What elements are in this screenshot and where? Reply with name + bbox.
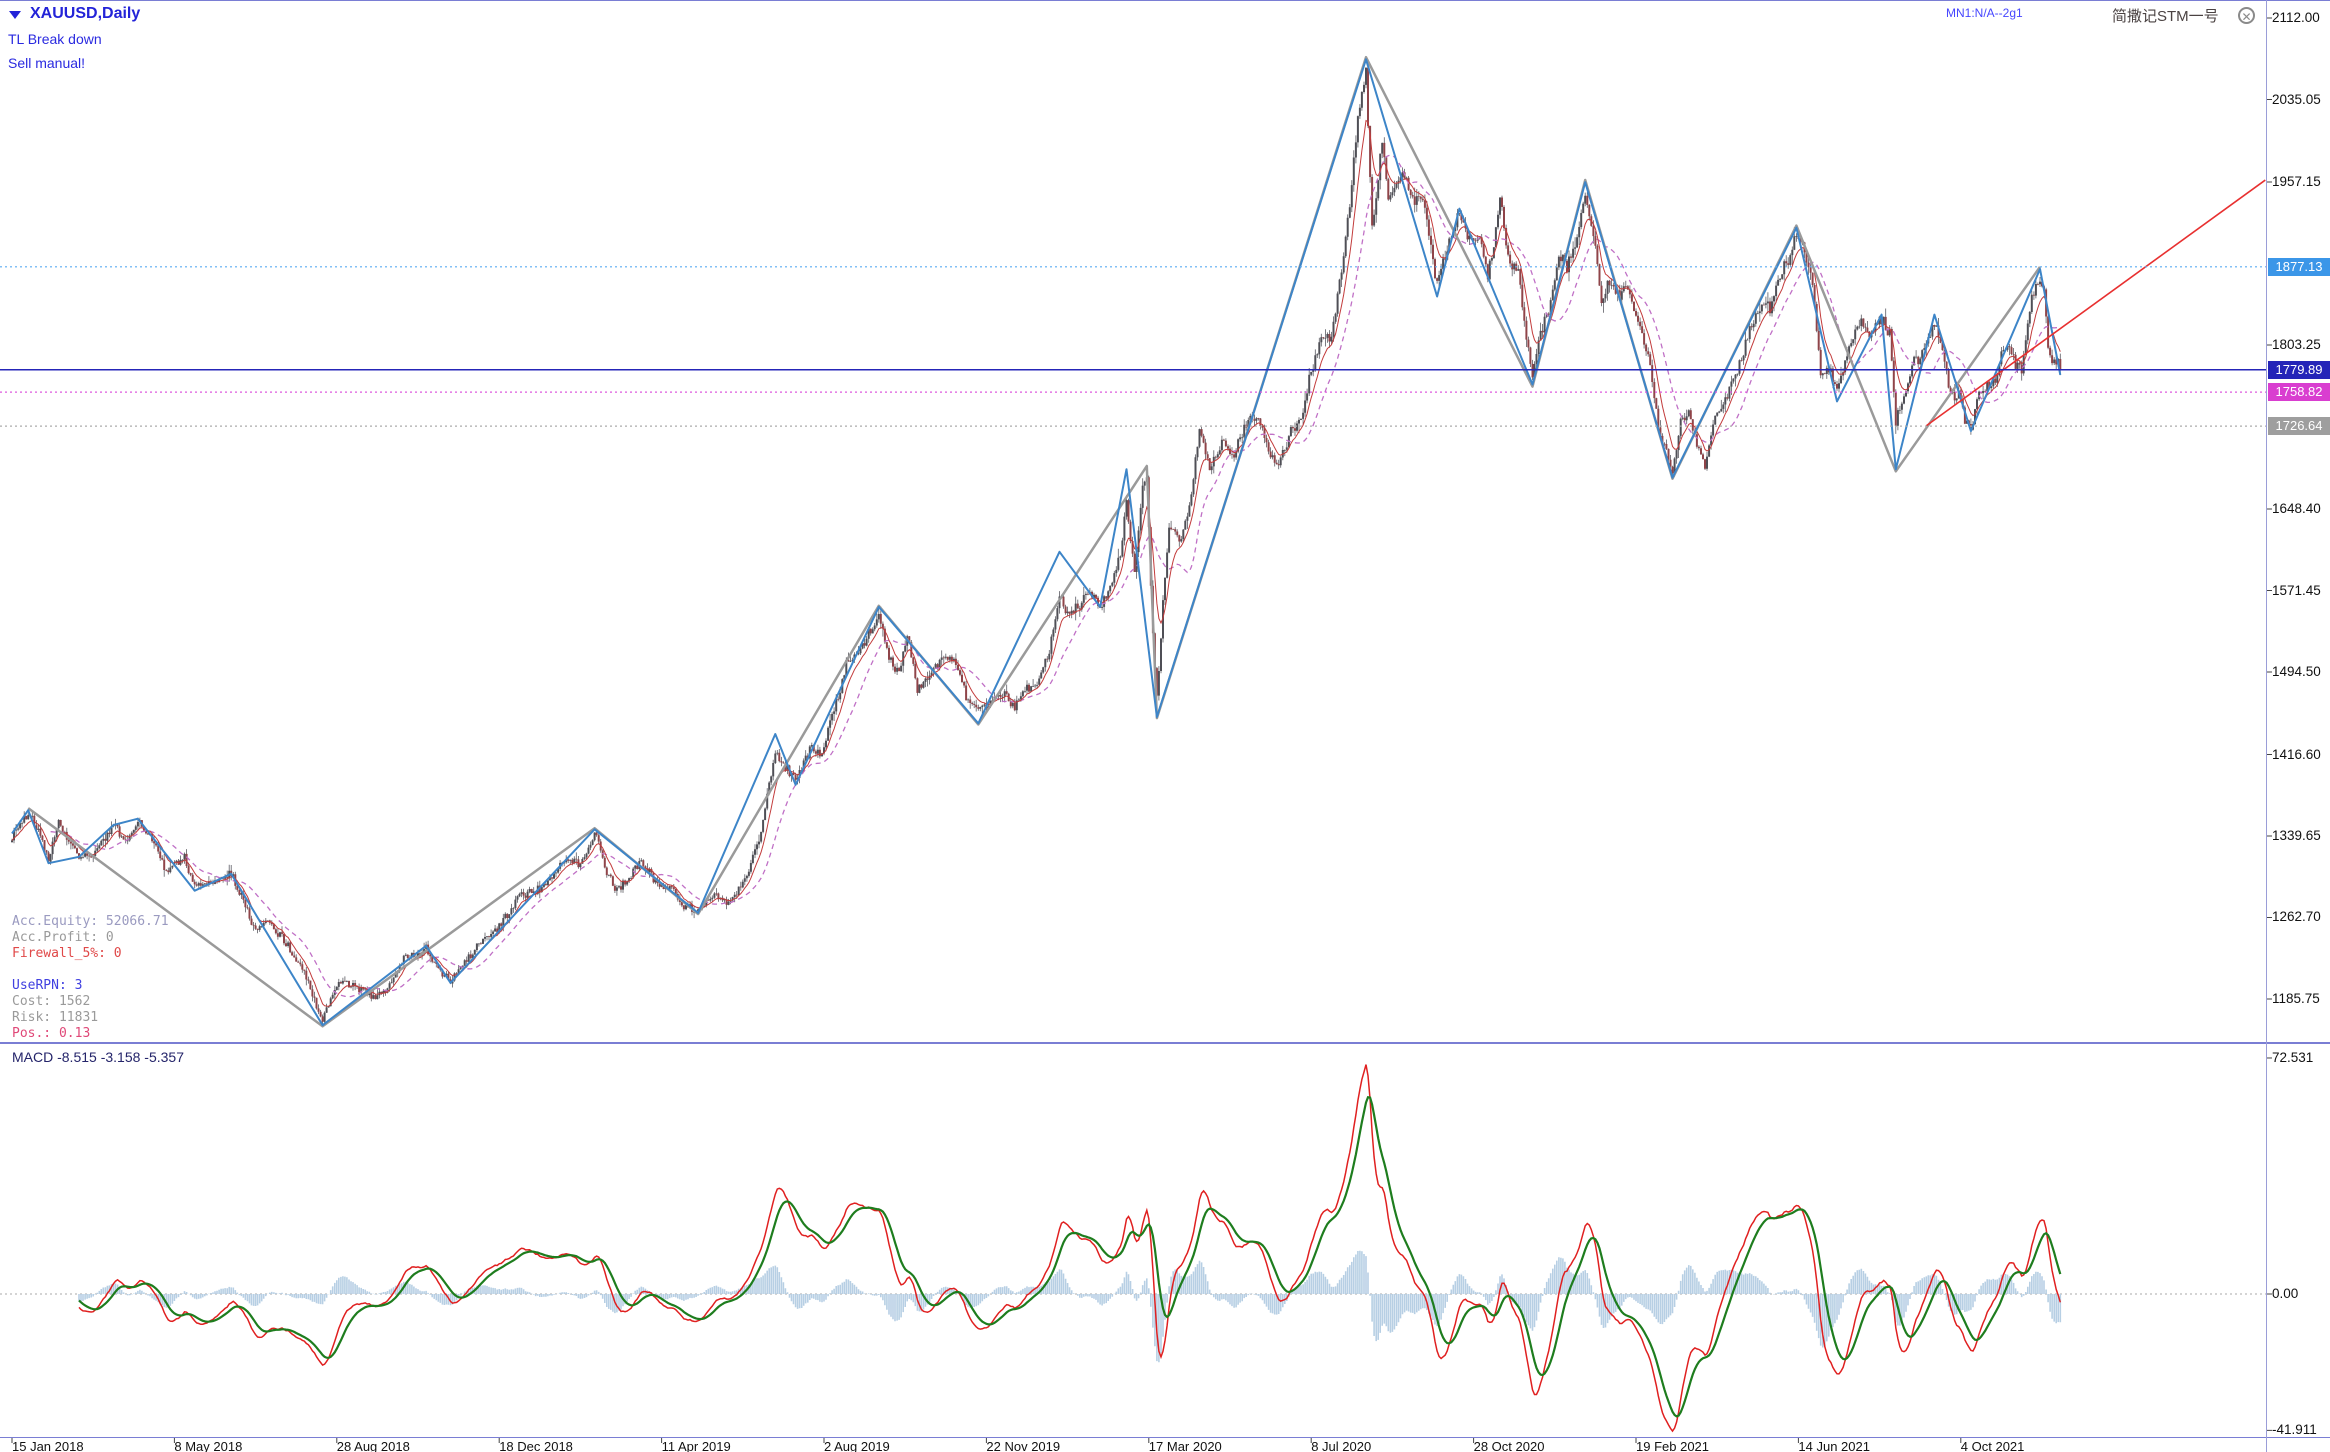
account-info-line: Risk: 11831	[12, 1010, 99, 1025]
red-trendline[interactable]	[1925, 179, 2266, 427]
time-axis-label: 18 Dec 2018	[499, 1439, 573, 1452]
macd-axis-label: 0.00	[2272, 1286, 2299, 1301]
account-info-line: Firewall_5%: 0	[12, 946, 122, 961]
price-line-badge[interactable]: 1758.82	[2268, 383, 2330, 402]
account-info-line: UseRPN: 3	[12, 978, 83, 993]
time-axis-label: 14 Jun 2021	[1798, 1439, 1870, 1452]
ma20-dashed-line	[50, 154, 2061, 998]
macd-main-line	[78, 1064, 2062, 1433]
macd-signal-line	[78, 1095, 2062, 1418]
time-axis-label: 8 Jul 2020	[1311, 1439, 1372, 1452]
time-axis-label: 19 Feb 2021	[1636, 1439, 1710, 1452]
time-axis-label: 22 Nov 2019	[986, 1439, 1061, 1452]
annotation-tl-breakdown: TL Break down	[8, 31, 102, 47]
time-axis-label: 17 Mar 2020	[1148, 1439, 1222, 1452]
ma8-red-line	[11, 119, 2061, 1007]
time-axis-label: 11 Apr 2019	[661, 1439, 731, 1452]
price-axis-label: 1648.40	[2272, 501, 2321, 516]
price-axis-label: 1571.45	[2272, 582, 2321, 598]
macd-panel[interactable]	[0, 1064, 2266, 1433]
macd-axis-label: -41.911	[2272, 1422, 2317, 1438]
price-axis-label: 1494.50	[2272, 663, 2321, 679]
price-line-badge[interactable]: 1726.64	[2268, 417, 2330, 436]
price-axis-label: 1262.70	[2272, 909, 2321, 925]
ea-status-icon[interactable]: ✕	[2238, 7, 2255, 24]
zigzag-blue-line[interactable]	[11, 58, 2062, 1027]
price-line-badge[interactable]: 1877.13	[2268, 257, 2330, 276]
price-axis-label: 1957.15	[2272, 174, 2321, 189]
annotation-sell-manual: Sell manual!	[8, 55, 86, 71]
account-info-line: Pos.: 0.13	[12, 1026, 91, 1041]
time-axis-label: 8 May 2018	[174, 1439, 243, 1452]
panel-separator[interactable]	[0, 1042, 2330, 1044]
account-info-line: Cost: 1562	[12, 994, 91, 1009]
main-price-panel[interactable]	[0, 55, 2266, 1028]
time-axis-label: 15 Jan 2018	[12, 1439, 84, 1452]
account-info-line: Acc.Profit: 0	[12, 930, 114, 945]
time-axis-label: 2 Aug 2019	[824, 1439, 890, 1452]
account-info-line: Acc.Equity: 52066.71	[12, 914, 169, 929]
ea-name-label: 简撒记STM一号	[2112, 8, 2219, 25]
candle-bodies-up	[11, 67, 2060, 1022]
time-axis-label: 28 Aug 2018	[336, 1439, 410, 1452]
price-axis-label: 1416.60	[2272, 746, 2321, 762]
time-axis-label: 28 Oct 2020	[1473, 1439, 1545, 1452]
time-axis-label: 4 Oct 2021	[1960, 1439, 2025, 1452]
symbol-dropdown-icon[interactable]	[9, 11, 21, 19]
price-line-badge[interactable]: 1779.89	[2268, 360, 2330, 379]
macd-indicator-label: MACD -8.515 -3.158 -5.357	[12, 1049, 184, 1065]
macd-axis-label: 72.531	[2272, 1049, 2314, 1065]
symbol-timeframe-label: XAUUSD,Daily	[30, 5, 141, 22]
price-axis-label: 1803.25	[2272, 337, 2321, 352]
price-axis-label: 2112.00	[2272, 10, 2320, 25]
price-axis-label: 1339.65	[2272, 828, 2321, 843]
price-axis-label: 2035.05	[2272, 91, 2321, 107]
indicator-status-label: MN1:N/A--2g1	[1946, 6, 2023, 20]
price-axis-label: 1185.75	[2272, 990, 2320, 1006]
